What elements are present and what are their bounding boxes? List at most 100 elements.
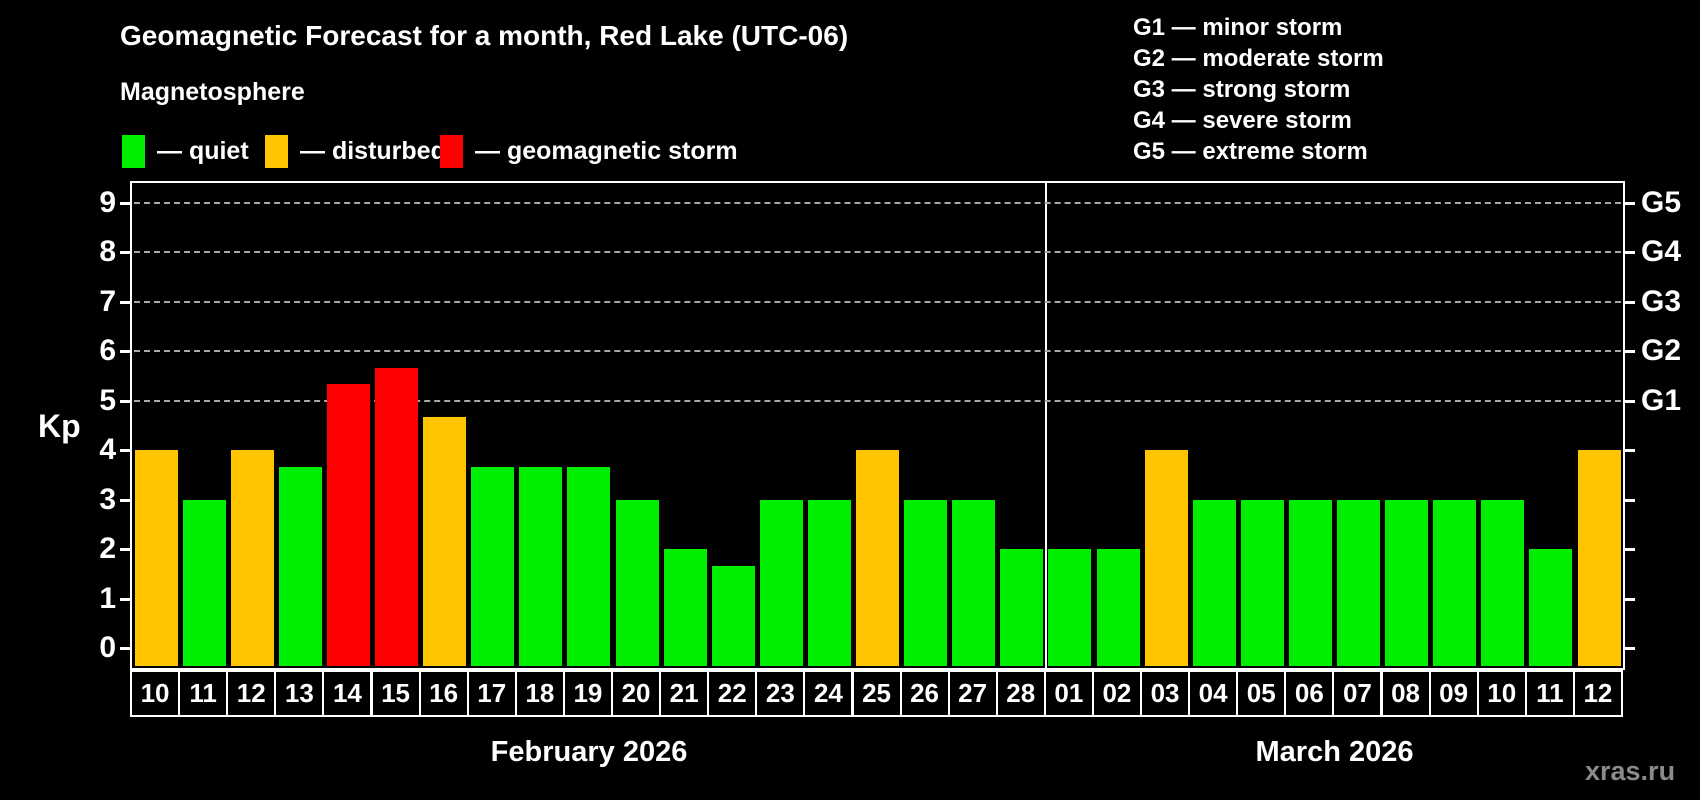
magnetosphere-label: Magnetosphere bbox=[120, 78, 305, 106]
date-cell-21: 21 bbox=[659, 670, 710, 717]
kp-bar-08 bbox=[1385, 499, 1429, 666]
g-scale-legend: G1 — minor storm G2 — moderate storm G3 — … bbox=[1133, 12, 1384, 167]
g-scale-tick-label: G4 bbox=[1641, 235, 1682, 269]
y-tick-right bbox=[1623, 350, 1635, 354]
plot-area bbox=[130, 181, 1625, 670]
y-tick-label: 7 bbox=[99, 284, 116, 318]
y-tick-label: 5 bbox=[99, 383, 116, 417]
g-legend-item: G1 — minor storm bbox=[1133, 14, 1343, 41]
gridline-kp5 bbox=[134, 399, 1621, 402]
y-tick-left bbox=[120, 350, 132, 354]
y-tick-right bbox=[1623, 647, 1635, 651]
kp-bar-11 bbox=[1529, 549, 1573, 666]
y-tick-label: 3 bbox=[99, 482, 116, 516]
g-scale-tick-label: G1 bbox=[1641, 383, 1682, 417]
date-cell-03: 03 bbox=[1140, 670, 1191, 717]
gridline-kp8 bbox=[134, 251, 1621, 254]
month-divider-line bbox=[1045, 183, 1047, 668]
y-tick-label: 4 bbox=[99, 433, 116, 467]
y-tick-left bbox=[120, 647, 132, 651]
y-tick-left bbox=[120, 597, 132, 601]
date-cell-18: 18 bbox=[514, 670, 565, 717]
disturbed-color-swatch bbox=[265, 134, 288, 168]
kp-bar-23 bbox=[759, 499, 803, 666]
y-tick-label: 2 bbox=[99, 532, 116, 566]
g-legend-item: G4 — severe storm bbox=[1133, 107, 1352, 134]
y-tick-left bbox=[120, 449, 132, 453]
date-cell-24: 24 bbox=[803, 670, 854, 717]
y-tick-right bbox=[1623, 597, 1635, 601]
kp-bar-04 bbox=[1192, 499, 1236, 666]
kp-bar-10 bbox=[134, 450, 178, 666]
y-tick-label: 9 bbox=[99, 185, 116, 219]
y-tick-right bbox=[1623, 498, 1635, 502]
legend-label-disturbed: — disturbed bbox=[300, 136, 446, 165]
date-cell-23: 23 bbox=[755, 670, 806, 717]
kp-bar-12 bbox=[1577, 450, 1621, 666]
kp-bar-28 bbox=[1000, 549, 1044, 666]
kp-bar-27 bbox=[952, 499, 996, 666]
date-cell-13: 13 bbox=[274, 670, 325, 717]
kp-bar-06 bbox=[1288, 499, 1332, 666]
date-cell-11: 11 bbox=[178, 670, 229, 717]
y-tick-label: 6 bbox=[99, 334, 116, 368]
kp-bar-01 bbox=[1048, 549, 1092, 666]
kp-bar-07 bbox=[1337, 499, 1380, 666]
kp-bar-24 bbox=[807, 499, 851, 666]
date-cell-05: 05 bbox=[1236, 670, 1287, 717]
y-tick-right bbox=[1623, 201, 1635, 205]
month-label-february: February 2026 bbox=[490, 736, 688, 768]
date-cell-25: 25 bbox=[851, 670, 902, 717]
kp-bar-22 bbox=[711, 565, 755, 666]
kp-bar-11 bbox=[182, 499, 226, 666]
y-tick-right bbox=[1623, 251, 1635, 255]
date-cell-28: 28 bbox=[995, 670, 1046, 717]
kp-bar-21 bbox=[663, 549, 707, 666]
y-tick-right bbox=[1623, 300, 1635, 304]
legend-label-quiet: — quiet bbox=[157, 136, 249, 165]
y-tick-right bbox=[1623, 449, 1635, 453]
date-cell-26: 26 bbox=[899, 670, 950, 717]
date-cell-20: 20 bbox=[611, 670, 662, 717]
y-tick-right bbox=[1623, 548, 1635, 552]
legend-item-quiet: — quiet bbox=[122, 134, 249, 168]
y-tick-left bbox=[120, 300, 132, 304]
gridline-kp7 bbox=[134, 300, 1621, 303]
date-cell-01: 01 bbox=[1043, 670, 1094, 717]
date-cell-06: 06 bbox=[1284, 670, 1335, 717]
y-tick-label: 1 bbox=[99, 581, 116, 615]
date-cell-12: 12 bbox=[1572, 670, 1623, 717]
date-cell-10: 10 bbox=[130, 670, 181, 717]
date-cell-08: 08 bbox=[1380, 670, 1431, 717]
date-cell-10: 10 bbox=[1476, 670, 1527, 717]
date-cell-02: 02 bbox=[1091, 670, 1142, 717]
quiet-color-swatch bbox=[122, 134, 145, 168]
g-legend-item: G2 — moderate storm bbox=[1133, 45, 1384, 72]
kp-bar-10 bbox=[1481, 499, 1525, 666]
watermark: xras.ru bbox=[1585, 756, 1676, 786]
kp-bar-17 bbox=[471, 466, 515, 666]
y-tick-left bbox=[120, 498, 132, 502]
y-tick-right bbox=[1623, 399, 1635, 403]
y-tick-label: 8 bbox=[99, 235, 116, 269]
kp-bar-14 bbox=[326, 384, 370, 666]
y-tick-left bbox=[120, 548, 132, 552]
y-tick-left bbox=[120, 251, 132, 255]
legend-item-disturbed: — disturbed bbox=[265, 134, 446, 168]
date-cell-09: 09 bbox=[1428, 670, 1479, 717]
date-cell-07: 07 bbox=[1332, 670, 1383, 717]
month-label-march: March 2026 bbox=[1255, 736, 1414, 768]
page-title: Geomagnetic Forecast for a month, Red La… bbox=[120, 20, 849, 51]
y-axis-label: Kp bbox=[38, 408, 81, 444]
storm-color-swatch bbox=[440, 134, 463, 168]
g-legend-item: G3 — strong storm bbox=[1133, 76, 1351, 103]
kp-bar-20 bbox=[615, 499, 659, 666]
kp-bar-13 bbox=[278, 466, 322, 666]
date-cell-22: 22 bbox=[707, 670, 758, 717]
y-tick-left bbox=[120, 399, 132, 403]
kp-bar-25 bbox=[856, 450, 899, 666]
date-cell-19: 19 bbox=[562, 670, 613, 717]
kp-bar-05 bbox=[1240, 499, 1284, 666]
date-cell-12: 12 bbox=[226, 670, 277, 717]
